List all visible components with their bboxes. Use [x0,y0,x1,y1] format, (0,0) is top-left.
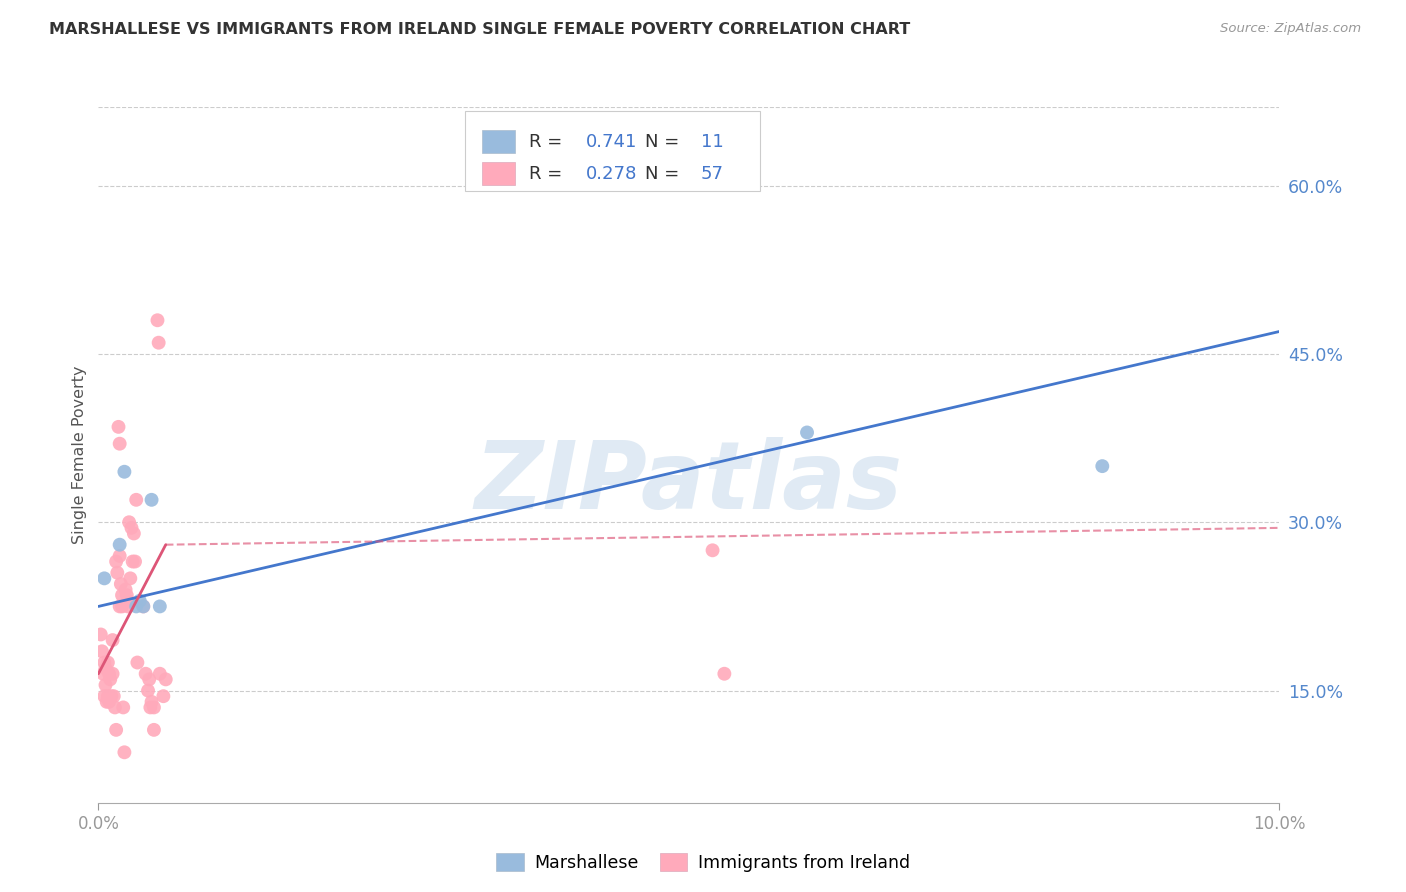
Point [104,700,127,714]
Point [1091,459,1114,474]
Point [713,666,735,681]
Text: 0.278: 0.278 [586,165,637,183]
Point [98,673,121,687]
Point [100,689,122,703]
Text: Source: ZipAtlas.com: Source: ZipAtlas.com [1220,22,1361,36]
Point [90,627,112,641]
Text: R =: R = [530,165,568,183]
Point [122,526,145,541]
Point [98,695,121,709]
Point [97,656,120,670]
Point [155,673,177,687]
Point [94,678,117,692]
Point [136,683,159,698]
Point [112,745,135,759]
Point [93,689,115,703]
Text: N =: N = [645,133,685,151]
Point [127,656,149,670]
Point [142,723,165,737]
Point [796,425,818,440]
Point [101,666,124,681]
Point [105,723,128,737]
Point [146,313,169,327]
Point [108,538,131,552]
Point [149,666,172,681]
Point [132,599,155,614]
Point [118,515,141,529]
Point [91,666,114,681]
Point [114,582,136,597]
Point [115,588,138,602]
Text: R =: R = [530,133,568,151]
Point [702,543,724,558]
Point [141,695,163,709]
Legend: Marshallese, Immigrants from Ireland: Marshallese, Immigrants from Ireland [489,847,917,879]
Point [93,571,115,585]
Point [91,644,114,658]
Point [125,492,148,507]
Point [141,492,163,507]
Point [112,700,135,714]
Point [142,700,165,714]
Point [139,700,162,714]
Point [112,465,135,479]
Point [110,577,132,591]
Point [111,599,134,614]
Text: MARSHALLESE VS IMMIGRANTS FROM IRELAND SINGLE FEMALE POVERTY CORRELATION CHART: MARSHALLESE VS IMMIGRANTS FROM IRELAND S… [49,22,911,37]
Text: 57: 57 [700,165,724,183]
Point [111,588,134,602]
Point [138,673,160,687]
Point [94,661,117,675]
Point [120,571,142,585]
Point [128,594,150,608]
Point [105,555,128,569]
Point [149,599,172,614]
Point [108,436,131,450]
Point [105,566,128,580]
Point [103,689,125,703]
Text: 11: 11 [700,133,724,151]
FancyBboxPatch shape [482,162,516,186]
Point [125,599,148,614]
Point [101,633,124,648]
Point [737,156,759,170]
Point [98,666,121,681]
Text: 0.741: 0.741 [586,133,637,151]
Point [117,594,139,608]
Point [148,335,170,350]
Point [97,689,120,703]
Point [108,549,131,563]
Text: N =: N = [645,165,685,183]
Y-axis label: Single Female Poverty: Single Female Poverty [72,366,87,544]
Point [108,599,131,614]
Point [93,656,115,670]
Point [121,521,143,535]
Point [132,599,155,614]
Text: ZIPatlas: ZIPatlas [475,437,903,529]
Point [121,555,143,569]
Point [107,420,129,434]
Point [152,689,174,703]
Point [117,599,139,614]
Point [124,555,146,569]
FancyBboxPatch shape [482,130,516,153]
Point [96,695,118,709]
Point [135,666,157,681]
FancyBboxPatch shape [464,111,759,191]
